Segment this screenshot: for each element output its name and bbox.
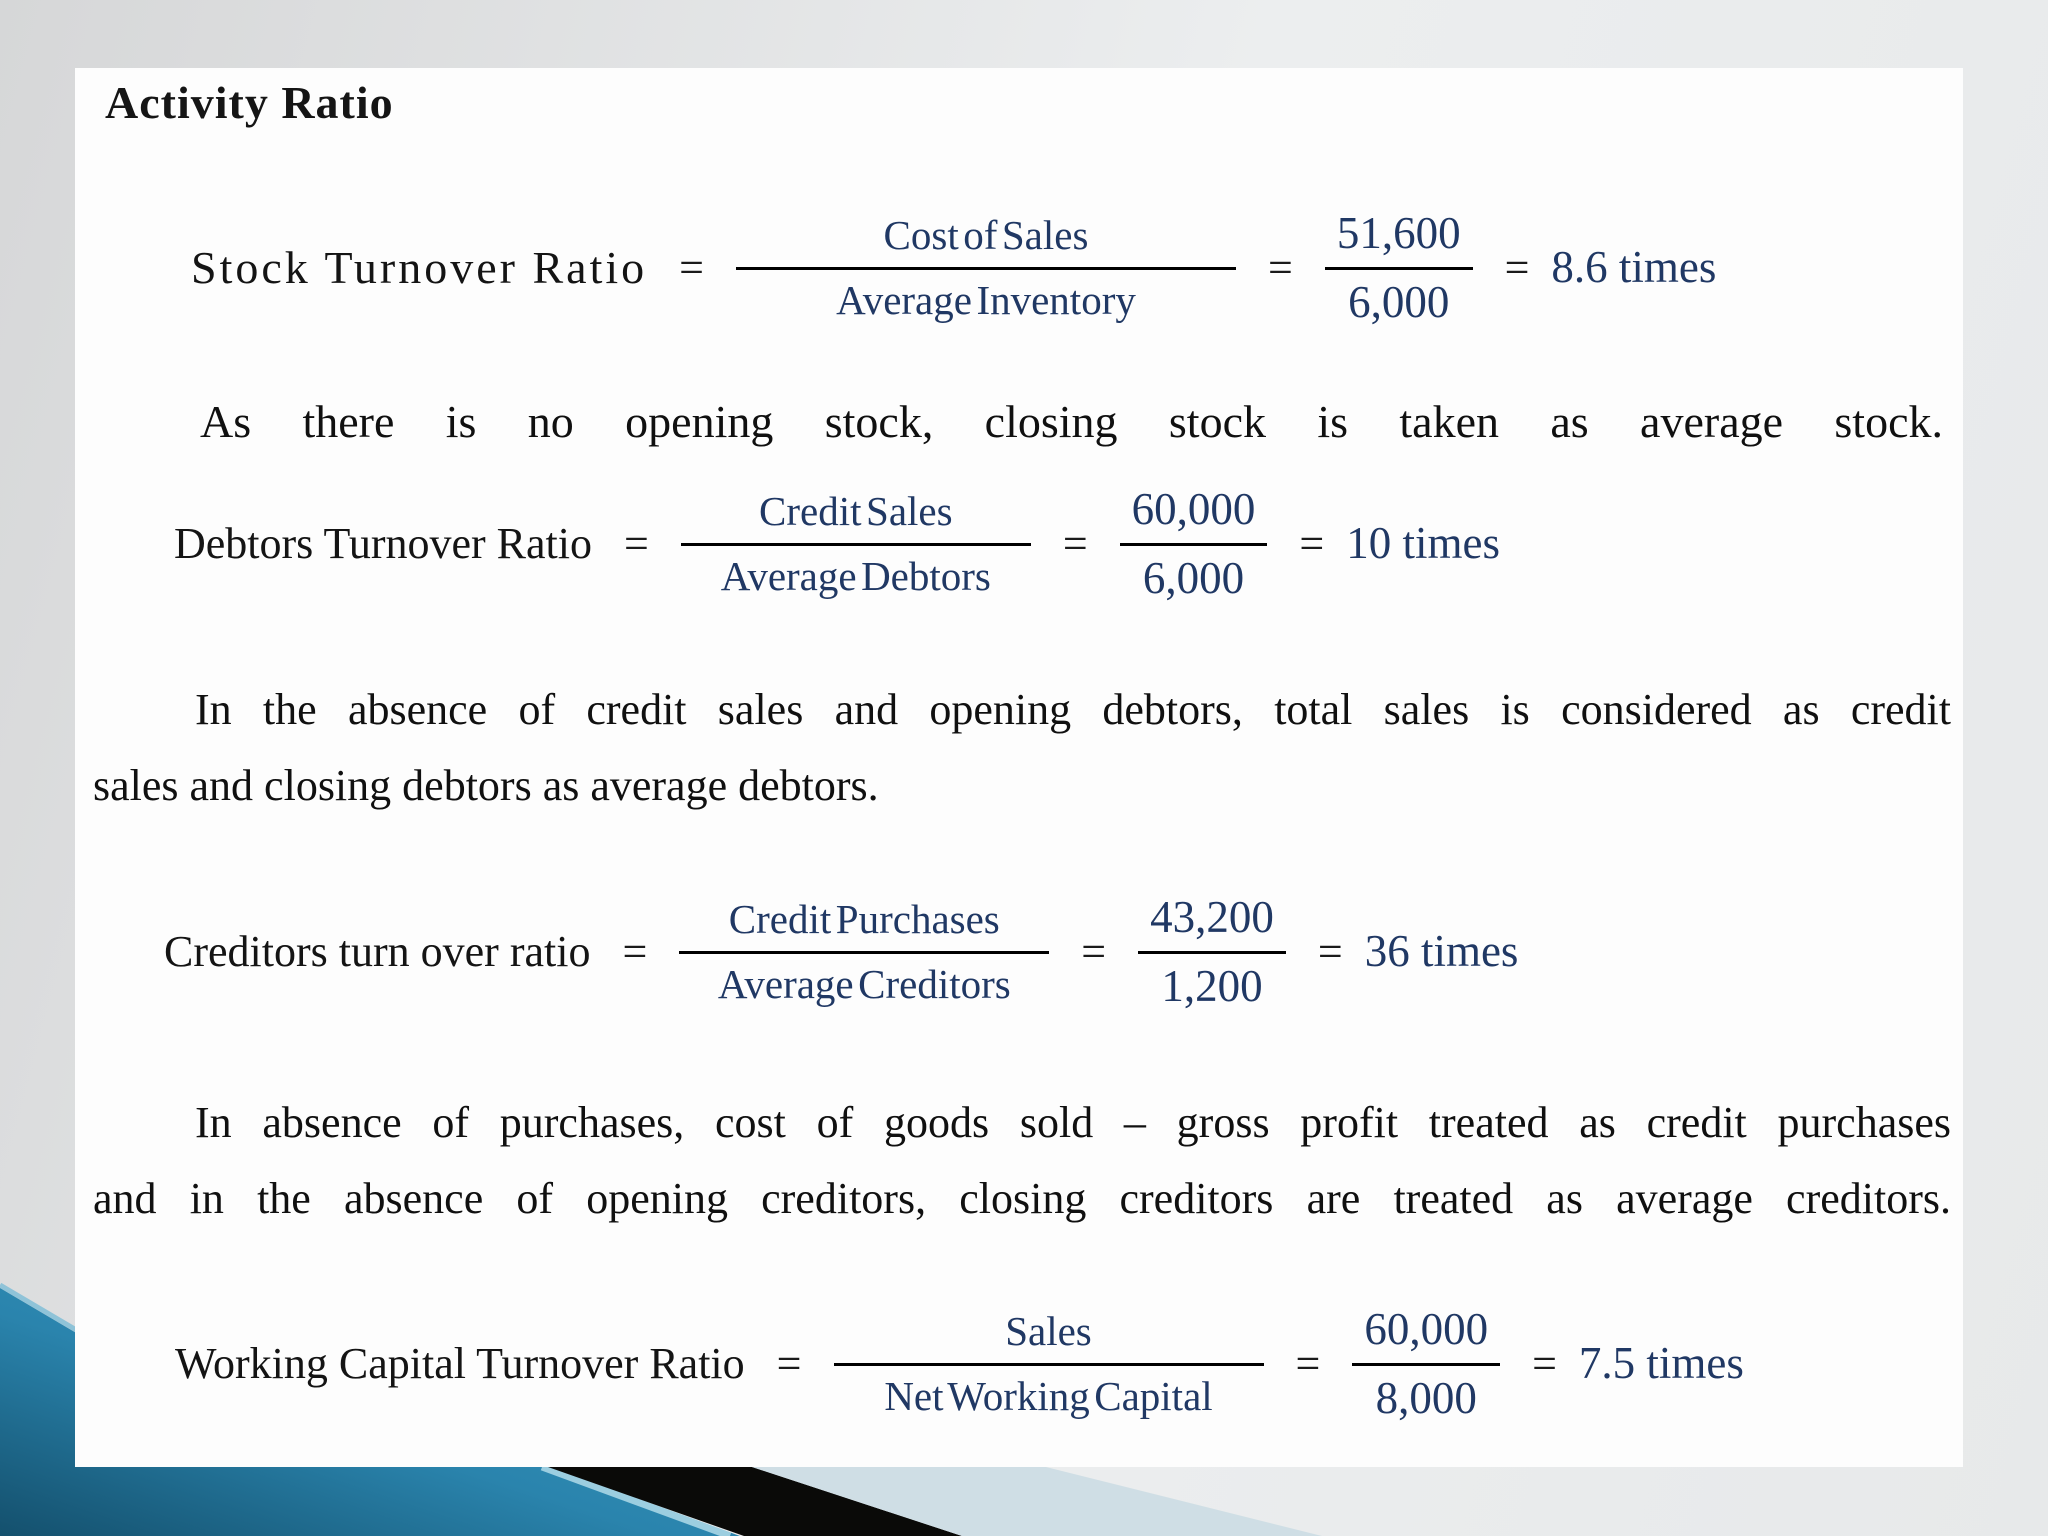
formula-fraction: Sales Net Working Capital [833, 1307, 1264, 1420]
value-denominator: 8,000 [1375, 1372, 1477, 1423]
value-numerator: 60,000 [1119, 483, 1268, 546]
ratio-result: 10 times [1346, 518, 1500, 568]
value-denominator: 1,200 [1161, 960, 1263, 1011]
formula-fraction: Credit Purchases Average Creditors [679, 895, 1050, 1008]
paragraph-line: In absence of purchases, cost of goods s… [195, 1098, 1951, 1147]
note-average-debtors: In the absence of credit sales and openi… [93, 672, 1951, 824]
equals-sign: = [679, 242, 704, 292]
fraction-denominator: Average Debtors [720, 552, 991, 599]
equals-sign: = [1081, 926, 1107, 976]
formula-debtors-turnover-ratio: Debtors Turnover Ratio = Credit Sales Av… [174, 458, 1500, 628]
note-average-stock: As there is no opening stock, closing st… [200, 396, 1943, 447]
equals-sign: = [1317, 926, 1343, 976]
value-fraction: 60,000 8,000 [1352, 1303, 1501, 1424]
equals-sign: = [1295, 1338, 1321, 1388]
equals-sign: = [624, 518, 649, 568]
equals-sign: = [1267, 242, 1293, 292]
slide-content-panel: Activity Ratio Stock Turnover Ratio = Co… [75, 68, 1963, 1467]
slide-title: Activity Ratio [105, 77, 394, 128]
fraction-denominator: Average Inventory [836, 276, 1136, 323]
fraction-numerator: Cost of Sales [735, 211, 1236, 270]
equals-sign: = [1504, 242, 1530, 292]
value-denominator: 6,000 [1348, 276, 1450, 327]
value-fraction: 43,200 1,200 [1138, 891, 1286, 1012]
teal-edge-highlight-line [0, 1282, 80, 1334]
value-numerator: 43,200 [1138, 891, 1286, 954]
ratio-label: Working Capital Turnover Ratio [175, 1338, 745, 1388]
equals-sign: = [1532, 1338, 1557, 1388]
formula-fraction: Credit Sales Average Debtors [680, 487, 1031, 600]
note-average-creditors: In absence of purchases, cost of goods s… [93, 1085, 1951, 1237]
pale-stripe-shape [752, 1467, 1322, 1536]
fraction-numerator: Sales [833, 1307, 1264, 1366]
fraction-numerator: Credit Purchases [679, 895, 1050, 954]
black-stripe-shape [548, 1467, 962, 1536]
value-numerator: 51,600 [1324, 207, 1473, 270]
paragraph-line: In the absence of credit sales and openi… [195, 685, 1951, 734]
formula-fraction: Cost of Sales Average Inventory [735, 211, 1236, 324]
ratio-result: 36 times [1364, 926, 1519, 976]
fraction-numerator: Credit Sales [680, 487, 1031, 546]
formula-stock-turnover-ratio: Stock Turnover Ratio = Cost of Sales Ave… [191, 182, 1716, 352]
value-denominator: 6,000 [1142, 552, 1245, 603]
equals-sign: = [622, 926, 648, 976]
equals-sign: = [1299, 518, 1325, 568]
paragraph-line: sales and closing debtors as average deb… [93, 761, 879, 810]
stripe-highlight-line [540, 1463, 732, 1536]
formula-working-capital-turnover-ratio: Working Capital Turnover Ratio = Sales N… [175, 1278, 1744, 1448]
value-numerator: 60,000 [1352, 1303, 1501, 1366]
paragraph-line: and in the absence of opening creditors,… [93, 1174, 1951, 1223]
formula-creditors-turnover-ratio: Creditors turn over ratio = Credit Purch… [164, 866, 1518, 1036]
equals-sign: = [776, 1338, 802, 1388]
ratio-label: Creditors turn over ratio [164, 926, 591, 976]
fraction-denominator: Average Creditors [717, 960, 1011, 1007]
value-fraction: 60,000 6,000 [1119, 483, 1268, 604]
ratio-label: Stock Turnover Ratio [191, 241, 648, 293]
fraction-denominator: Net Working Capital [884, 1372, 1213, 1419]
ratio-result: 7.5 times [1578, 1338, 1744, 1388]
ratio-label: Debtors Turnover Ratio [174, 518, 592, 568]
value-fraction: 51,600 6,000 [1324, 207, 1473, 328]
ratio-result: 8.6 times [1551, 242, 1717, 292]
equals-sign: = [1062, 518, 1088, 568]
